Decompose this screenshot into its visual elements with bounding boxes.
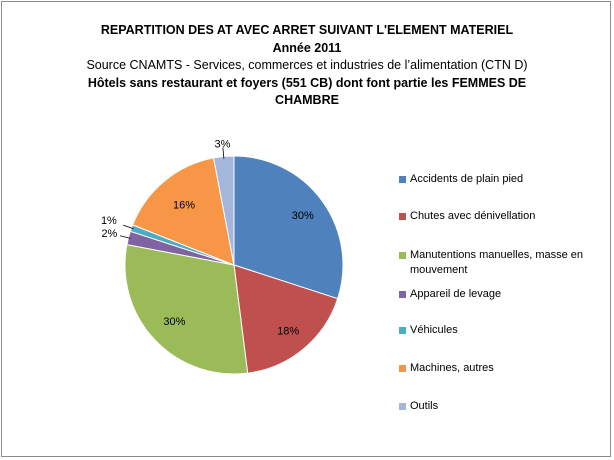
pie-leader-line-4 xyxy=(119,235,131,239)
pie-data-label-5: 1% xyxy=(101,215,117,227)
pie-data-label-2: 18% xyxy=(277,326,299,338)
legend-label: Machines, autres xyxy=(410,362,494,374)
pie-data-label-3: 30% xyxy=(163,316,185,328)
pie-data-label-1: 30% xyxy=(292,210,314,222)
legend-swatch xyxy=(399,403,406,410)
legend-swatch xyxy=(399,213,406,220)
legend-label: Véhicules xyxy=(410,324,458,336)
legend-swatch xyxy=(399,176,406,183)
pie-slice-2 xyxy=(233,264,339,374)
chart-year: Année 2011 xyxy=(272,40,342,55)
pie-slice-1 xyxy=(233,155,344,300)
legend-swatch xyxy=(399,327,406,334)
chart-subtitle-line2: CHAMBRE xyxy=(275,93,339,107)
legend-swatch xyxy=(399,365,406,372)
chart-title: REPARTITION DES AT AVEC ARRET SUIVANT L'… xyxy=(100,23,514,37)
legend-label: Appareil de levage xyxy=(410,288,502,300)
legend-label: Chutes avec dénivellation xyxy=(410,210,536,222)
legend-swatch xyxy=(399,291,406,298)
pie-leader-line-7 xyxy=(222,147,225,159)
legend-swatch xyxy=(399,252,406,259)
pie-slice-6 xyxy=(132,157,235,266)
legend-label: Manutentions manuelles, masse en mouveme… xyxy=(410,249,584,276)
chart-subtitle-line1: Hôtels sans restaurant et foyers (551 CB… xyxy=(87,75,527,90)
pie-data-label-6: 16% xyxy=(173,200,195,212)
pie-leader-line-5 xyxy=(123,224,134,230)
pie-data-label-7: 3% xyxy=(215,139,231,151)
legend-label: Outils xyxy=(410,400,439,412)
pie-slice-3 xyxy=(124,243,249,375)
pie-data-label-4: 2% xyxy=(101,228,117,240)
chart-source: Source CNAMTS - Services, commerces et i… xyxy=(86,58,528,72)
chart-title-block: REPARTITION DES AT AVEC ARRET SUIVANT L'… xyxy=(0,22,614,110)
legend-label: Accidents de plain pied xyxy=(410,173,524,185)
